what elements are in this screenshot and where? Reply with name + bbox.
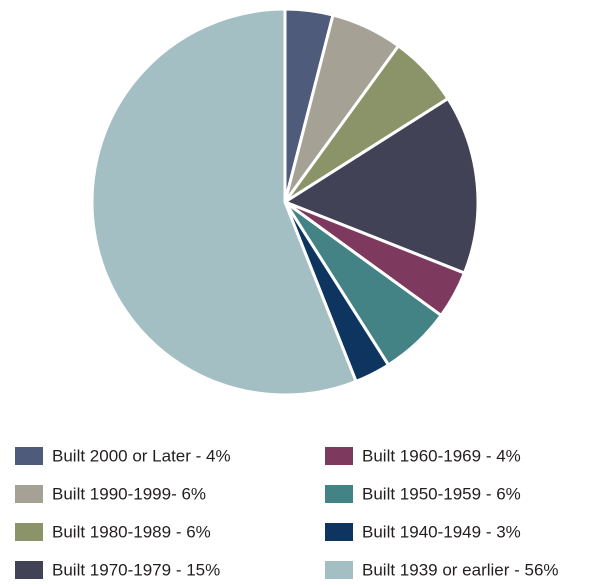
pie-slice [90,7,358,397]
legend-label: Built 1990-1999- 6% [52,484,206,503]
pie-slice [283,97,480,275]
legend-label: Built 1940-1949 - 3% [362,522,521,541]
legend-swatch [325,523,353,541]
legend-swatch [325,447,353,465]
legend-swatch [325,485,353,503]
legend-label: Built 1960-1969 - 4% [362,446,521,465]
legend-swatch [15,447,43,465]
legend-swatch [15,485,43,503]
legend-swatch [15,523,43,541]
legend-label: Built 2000 or Later - 4% [52,446,231,465]
legend-label: Built 1980-1989 - 6% [52,522,211,541]
legend-swatch [325,561,353,579]
legend-label: Built 1939 or earlier - 56% [362,560,559,579]
legend-label: Built 1970-1979 - 15% [52,560,220,579]
legend-swatch [15,561,43,579]
legend-label: Built 1950-1959 - 6% [362,484,521,503]
